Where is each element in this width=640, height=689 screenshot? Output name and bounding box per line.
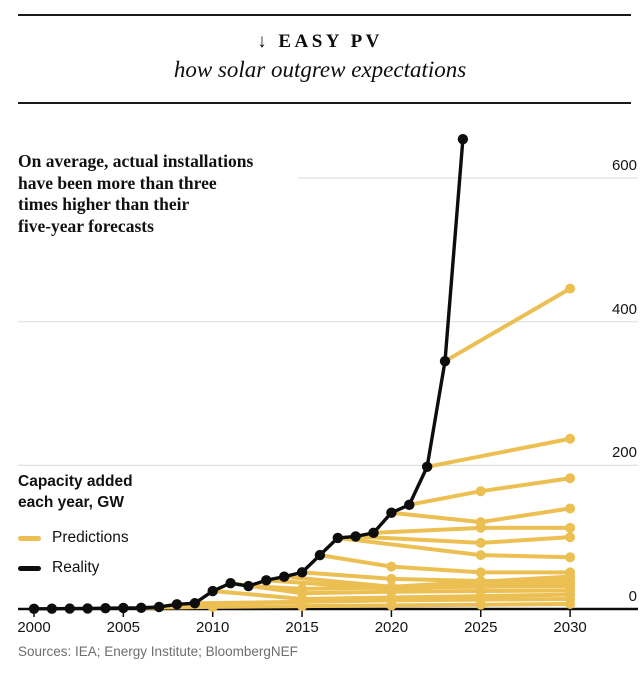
prediction-7-point-2025 bbox=[475, 575, 486, 586]
reality-point-2012 bbox=[243, 580, 254, 592]
prediction-13-point-2030 bbox=[565, 473, 576, 484]
legend-item-predictions: Predictions bbox=[18, 529, 133, 547]
reality-point-2008 bbox=[171, 599, 183, 610]
reality-point-2004 bbox=[100, 602, 111, 614]
prediction-11-point-2030 bbox=[565, 522, 576, 533]
y-axis-label-0: 0 bbox=[628, 588, 637, 605]
prediction-5-line bbox=[264, 578, 573, 591]
prediction-8-point-2020 bbox=[386, 561, 397, 572]
reality-point-2024 bbox=[457, 134, 469, 145]
x-axis-label-2010: 2010 bbox=[196, 619, 230, 636]
prediction-14-line bbox=[425, 436, 573, 469]
x-axis-label-2030: 2030 bbox=[553, 619, 587, 636]
prediction-10-point-2030 bbox=[565, 532, 576, 543]
reality-point-2011 bbox=[225, 577, 236, 589]
prediction-13-point-2025 bbox=[475, 486, 486, 497]
reality-point-2007 bbox=[153, 601, 165, 613]
reality-point-2001 bbox=[46, 603, 58, 614]
prediction-14-point-2030 bbox=[565, 433, 576, 444]
prediction-7-point-2030 bbox=[565, 575, 576, 586]
x-axis-label-2000: 2000 bbox=[17, 619, 51, 636]
reality-point-2010 bbox=[207, 585, 218, 597]
reality-point-2003 bbox=[82, 603, 93, 614]
prediction-15-point-2030 bbox=[565, 283, 576, 294]
annotation-line: On average, actual installations bbox=[18, 151, 254, 171]
prediction-10-point-2025 bbox=[475, 537, 486, 548]
annotation-line: times higher than their bbox=[18, 194, 190, 214]
reality-point-2000 bbox=[28, 603, 40, 614]
prediction-8-line bbox=[317, 553, 573, 575]
reality-point-2019 bbox=[368, 527, 379, 539]
reality-point-2017 bbox=[332, 532, 343, 544]
legend-title-line2: each year, GW bbox=[18, 494, 124, 511]
reality-point-2021 bbox=[404, 499, 415, 511]
prediction-9-point-2030 bbox=[565, 552, 576, 563]
y-axis-label-400: 400 bbox=[611, 300, 637, 318]
reality-point-2022 bbox=[421, 461, 433, 472]
chart-legend: Capacity added each year, GW Predictions… bbox=[18, 471, 133, 577]
reality-point-2023 bbox=[439, 355, 451, 367]
prediction-9-point-2025 bbox=[475, 550, 486, 561]
prediction-12-point-2030 bbox=[565, 503, 576, 514]
annotation-line: have been more than three bbox=[18, 172, 217, 193]
reality-point-2016 bbox=[314, 549, 326, 561]
reality-point-2014 bbox=[278, 571, 290, 582]
annotation-line: five-year forecasts bbox=[18, 215, 154, 236]
legend-title-line1: Capacity added bbox=[18, 473, 133, 490]
prediction-13-line bbox=[407, 476, 573, 507]
x-axis-label-2015: 2015 bbox=[285, 619, 319, 636]
y-axis-label-600: 600 bbox=[611, 157, 637, 175]
x-axis-label-2025: 2025 bbox=[464, 619, 498, 636]
reality-point-2018 bbox=[350, 531, 361, 542]
prediction-7-point-2020 bbox=[386, 573, 397, 584]
legend-label-predictions: Predictions bbox=[52, 529, 129, 546]
x-axis-label-2020: 2020 bbox=[374, 619, 409, 636]
reality-line-swatch-icon bbox=[18, 565, 41, 571]
y-axis-label-200: 200 bbox=[611, 444, 637, 462]
reality-point-2006 bbox=[136, 602, 147, 613]
reality-point-2002 bbox=[64, 603, 75, 614]
legend-item-reality: Reality bbox=[18, 559, 133, 577]
reality-point-2020 bbox=[386, 507, 397, 518]
source-note: Sources: IEA; Energy Institute; Bloomber… bbox=[18, 644, 298, 659]
prediction-8-point-2025 bbox=[475, 567, 486, 578]
prediction-0-line bbox=[139, 601, 573, 610]
top-rule bbox=[18, 14, 631, 16]
prediction-7-line bbox=[300, 570, 573, 583]
reality-point-2013 bbox=[261, 575, 272, 586]
prediction-4-point-2015 bbox=[297, 583, 308, 594]
predictions-line-swatch-icon bbox=[18, 535, 41, 541]
chart-annotation: On average, actual installations have be… bbox=[18, 151, 253, 237]
chart-subtitle: how solar outgrew expectations bbox=[173, 57, 467, 82]
reality-point-2015 bbox=[296, 567, 308, 578]
header-divider-rule bbox=[18, 102, 631, 104]
reality-point-2009 bbox=[189, 598, 201, 609]
prediction-15-line bbox=[443, 286, 573, 364]
prediction-6-point-2020 bbox=[386, 581, 397, 592]
prediction-11-line bbox=[371, 525, 573, 535]
x-axis-label-2005: 2005 bbox=[106, 619, 141, 636]
prediction-12-point-2025 bbox=[475, 517, 486, 528]
chart-kicker: ↓ EASY PV bbox=[257, 31, 383, 52]
legend-label-reality: Reality bbox=[52, 559, 100, 576]
prediction-8-point-2030 bbox=[565, 567, 576, 578]
reality-point-2005 bbox=[118, 602, 129, 614]
